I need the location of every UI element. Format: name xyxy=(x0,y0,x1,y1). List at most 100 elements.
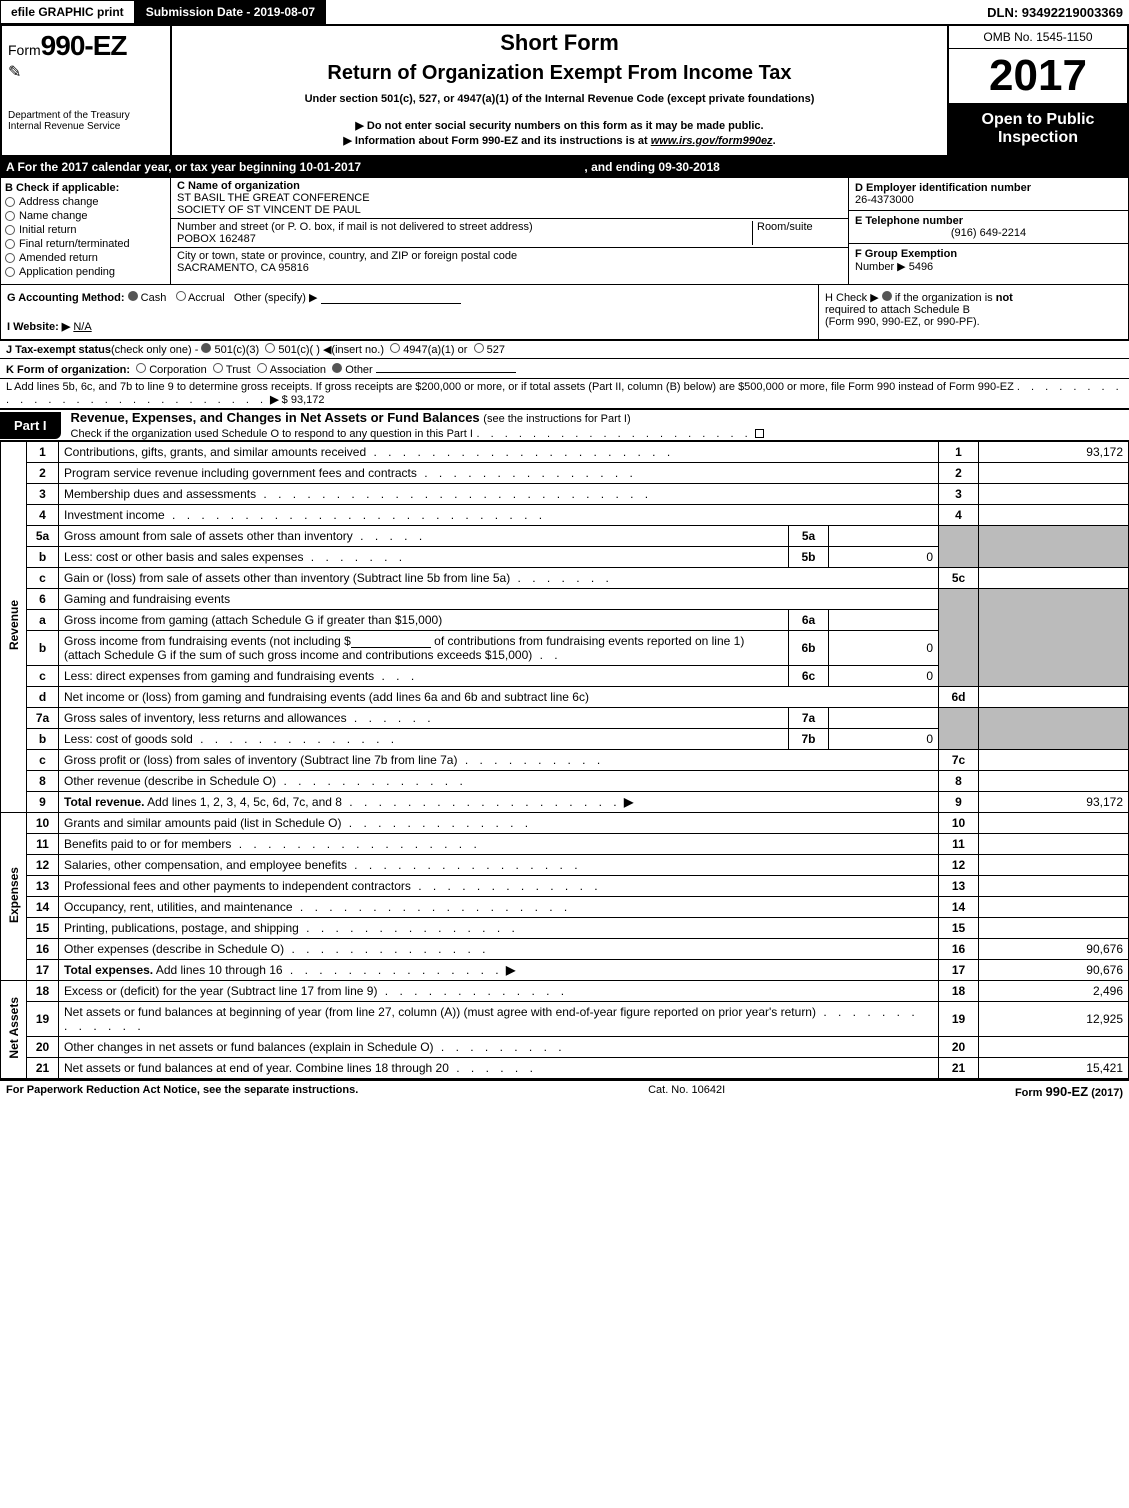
box-k-label: K Form of organization: xyxy=(6,364,130,376)
open-public-1: Open to Public xyxy=(951,111,1125,129)
l7b-desc: Less: cost of goods sold xyxy=(64,732,193,746)
box-h-label-a: H Check ▶ xyxy=(825,292,879,304)
box-h-label-c: not xyxy=(996,292,1013,304)
tax-status-501c3[interactable] xyxy=(201,343,211,353)
chk-address-change[interactable] xyxy=(5,197,15,207)
accounting-cash-label: Cash xyxy=(141,292,167,304)
l19-amt: 12,925 xyxy=(979,1002,1129,1037)
l6b-subcol: 6b xyxy=(789,631,829,666)
l1-col: 1 xyxy=(939,442,979,463)
l14-desc: Occupancy, rent, utilities, and maintena… xyxy=(64,900,293,914)
l12-num: 12 xyxy=(27,855,59,876)
chk-name-change[interactable] xyxy=(5,211,15,221)
form-org-other[interactable] xyxy=(332,363,342,373)
schedule-o-check[interactable] xyxy=(755,429,764,438)
box-f-label: F Group Exemption xyxy=(855,248,957,260)
l6a-num: a xyxy=(27,610,59,631)
chk-amended-return-label: Amended return xyxy=(19,252,98,264)
l13-num: 13 xyxy=(27,876,59,897)
form-number: 990-EZ xyxy=(41,30,127,61)
short-form-title: Short Form xyxy=(178,30,941,56)
l7a-subcol: 7a xyxy=(789,708,829,729)
l15-col: 15 xyxy=(939,918,979,939)
l11-col: 11 xyxy=(939,834,979,855)
city-value: SACRAMENTO, CA 95816 xyxy=(177,262,842,274)
accounting-other-input[interactable] xyxy=(321,292,461,304)
l6-num: 6 xyxy=(27,589,59,610)
l15-desc: Printing, publications, postage, and shi… xyxy=(64,921,299,935)
form-org-assoc[interactable] xyxy=(257,363,267,373)
form-org-other-input[interactable] xyxy=(376,361,516,373)
l5a-subcol: 5a xyxy=(789,526,829,547)
l5b-subamt: 0 xyxy=(829,547,939,568)
l9-desc: Total revenue. xyxy=(64,795,144,809)
l21-desc: Net assets or fund balances at end of ye… xyxy=(64,1061,449,1075)
l5c-amt xyxy=(979,568,1129,589)
l5c-col: 5c xyxy=(939,568,979,589)
l10-amt xyxy=(979,813,1129,834)
chk-initial-return[interactable] xyxy=(5,225,15,235)
l5a-desc: Gross amount from sale of assets other t… xyxy=(64,529,353,543)
l20-num: 20 xyxy=(27,1037,59,1058)
l7c-amt xyxy=(979,750,1129,771)
accounting-accrual-label: Accrual xyxy=(188,292,225,304)
l2-desc: Program service revenue including govern… xyxy=(64,466,417,480)
part-1-title-suffix: (see the instructions for Part I) xyxy=(483,413,630,425)
l13-desc: Professional fees and other payments to … xyxy=(64,879,411,893)
chk-name-change-label: Name change xyxy=(19,210,88,222)
l6d-desc: Net income or (loss) from gaming and fun… xyxy=(64,690,589,704)
tax-status-insert: ◀(insert no.) xyxy=(323,343,384,356)
tax-status-4947[interactable] xyxy=(390,343,400,353)
l13-col: 13 xyxy=(939,876,979,897)
tax-status-501c3-label: 501(c)(3) xyxy=(215,344,260,356)
accounting-cash-radio[interactable] xyxy=(128,291,138,301)
chk-amended-return[interactable] xyxy=(5,253,15,263)
l6d-col: 6d xyxy=(939,687,979,708)
box-h-label-b: if the organization is xyxy=(895,292,993,304)
l15-num: 15 xyxy=(27,918,59,939)
l5a-num: 5a xyxy=(27,526,59,547)
l17-amt: 90,676 xyxy=(979,960,1129,981)
l4-amt xyxy=(979,505,1129,526)
l6a-desc: Gross income from gaming (attach Schedul… xyxy=(64,613,442,627)
l5b-desc: Less: cost or other basis and sales expe… xyxy=(64,550,303,564)
chk-final-return[interactable] xyxy=(5,239,15,249)
form-org-trust[interactable] xyxy=(213,363,223,373)
tax-status-527[interactable] xyxy=(474,343,484,353)
ein-value: 26-4373000 xyxy=(855,194,1122,206)
box-f-label2: Number ▶ xyxy=(855,261,906,273)
l6a-subcol: 6a xyxy=(789,610,829,631)
tax-status-527-label: 527 xyxy=(487,344,505,356)
l17-col: 17 xyxy=(939,960,979,981)
chk-application-pending[interactable] xyxy=(5,267,15,277)
submission-date-label: Submission Date - 2019-08-07 xyxy=(135,0,326,24)
box-j-suffix: (check only one) - xyxy=(111,344,198,356)
omb-number: OMB No. 1545-1150 xyxy=(949,26,1127,49)
form-org-corp[interactable] xyxy=(136,363,146,373)
accounting-accrual-radio[interactable] xyxy=(176,291,186,301)
l8-col: 8 xyxy=(939,771,979,792)
l4-col: 4 xyxy=(939,505,979,526)
schedule-b-check[interactable] xyxy=(882,291,892,301)
chk-application-pending-label: Application pending xyxy=(19,266,115,278)
l8-desc: Other revenue (describe in Schedule O) xyxy=(64,774,276,788)
tax-status-501c[interactable] xyxy=(265,343,275,353)
irs-link[interactable]: www.irs.gov/form990ez xyxy=(651,135,773,147)
tax-status-4947-label: 4947(a)(1) or xyxy=(403,344,467,356)
addr-label: Number and street (or P. O. box, if mail… xyxy=(177,221,752,233)
subtitle-3c: . xyxy=(773,135,776,147)
footer-left: For Paperwork Reduction Act Notice, see … xyxy=(6,1084,358,1099)
l11-amt xyxy=(979,834,1129,855)
section-a-text-b: , and ending 09-30-2018 xyxy=(584,160,719,174)
org-name-1: ST BASIL THE GREAT CONFERENCE xyxy=(177,192,842,204)
main-title: Return of Organization Exempt From Incom… xyxy=(178,62,941,85)
box-h-label-d: required to attach Schedule B xyxy=(825,304,970,316)
l12-desc: Salaries, other compensation, and employ… xyxy=(64,858,347,872)
efile-print-button[interactable]: efile GRAPHIC print xyxy=(0,0,135,24)
l6b-desc1: Gross income from fundraising events (no… xyxy=(64,634,351,648)
l7c-desc: Gross profit or (loss) from sales of inv… xyxy=(64,753,457,767)
part-1-check-line: Check if the organization used Schedule … xyxy=(71,428,473,440)
chk-initial-return-label: Initial return xyxy=(19,224,76,236)
accounting-other-label: Other (specify) ▶ xyxy=(234,292,318,304)
footer-right-c: (2017) xyxy=(1088,1087,1123,1099)
